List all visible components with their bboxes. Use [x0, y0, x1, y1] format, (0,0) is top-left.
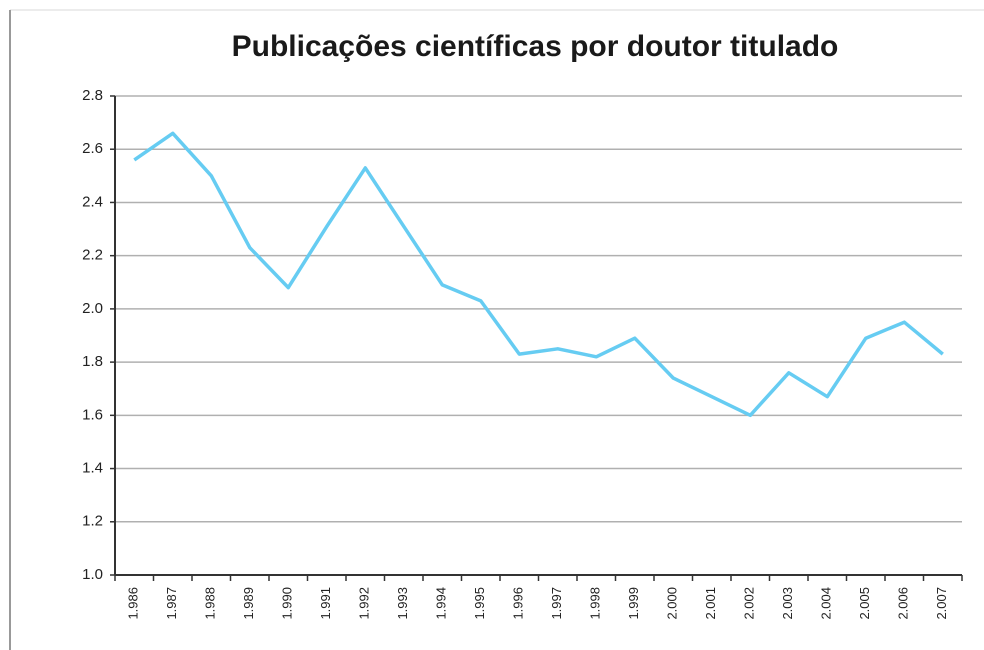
y-tick-label: 2.6 — [82, 140, 103, 157]
x-tick-label: 2.004 — [819, 587, 834, 620]
x-tick-label: 2.005 — [857, 587, 872, 620]
data-line — [133, 131, 944, 418]
y-tick-label: 1.0 — [82, 566, 103, 583]
x-tick-label: 2.007 — [934, 587, 949, 620]
y-tick-label: 2.2 — [82, 247, 103, 264]
x-tick-label: 1.988 — [203, 587, 218, 620]
y-tick-label: 1.8 — [82, 353, 103, 370]
x-tick-label: 1.991 — [318, 587, 333, 620]
y-tick-label: 2.0 — [82, 300, 103, 317]
x-tick-label: 1.999 — [626, 587, 641, 620]
x-tick-label: 1.998 — [588, 587, 603, 620]
y-tick-label: 2.8 — [82, 87, 103, 104]
x-tick-label: 2.006 — [896, 587, 911, 620]
x-tick-label: 1.986 — [126, 587, 141, 620]
chart-title: Publicações científicas por doutor titul… — [232, 30, 839, 63]
x-tick-label: 1.990 — [280, 587, 295, 620]
x-tick-label: 2.000 — [665, 587, 680, 620]
x-tick-label: 1.989 — [241, 587, 256, 620]
x-tick-label: 2.002 — [742, 587, 757, 620]
y-tick-label: 1.6 — [82, 406, 103, 423]
x-tick-label: 1.992 — [357, 587, 372, 620]
x-tick-label: 1.995 — [472, 587, 487, 620]
y-tick-label: 2.4 — [82, 193, 103, 210]
x-tick-label: 1.996 — [511, 587, 526, 620]
x-tick-label: 1.994 — [434, 587, 449, 620]
x-tick-label: 2.001 — [703, 587, 718, 620]
x-tick-label: 1.993 — [395, 587, 410, 620]
y-tick-label: 1.4 — [82, 460, 103, 477]
x-tick-label: 2.003 — [780, 587, 795, 620]
x-tick-label: 1.997 — [549, 587, 564, 620]
x-tick-label: 1.987 — [164, 587, 179, 620]
y-tick-label: 1.2 — [82, 513, 103, 530]
